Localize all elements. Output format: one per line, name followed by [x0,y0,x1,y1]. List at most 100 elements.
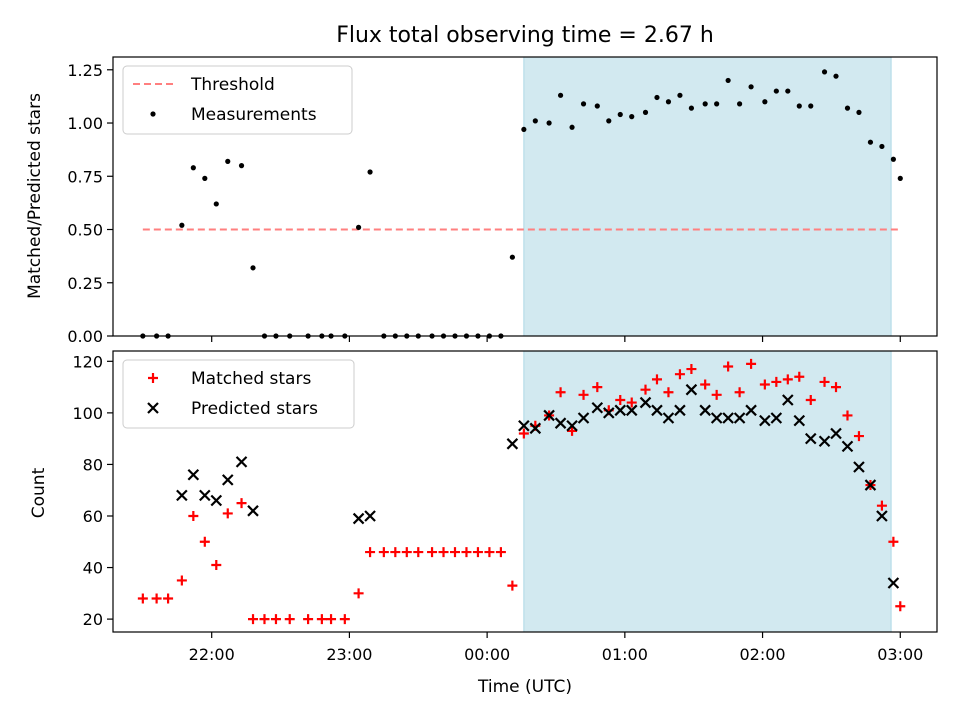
measurement-point [509,254,515,260]
predicted-star-point [529,422,542,435]
measurement-point [594,103,600,109]
x-axis-label: Time (UTC) [477,677,572,697]
predicted-star-point [247,505,259,517]
predicted-star-point [887,577,900,589]
matched-star-point [674,369,685,380]
y-tick-label: 0.75 [67,167,103,186]
predicted-star-point [221,474,234,486]
measurement-point [821,69,828,75]
measurement-point [808,103,814,109]
matched-star-point [222,508,233,519]
legend-label: Measurements [191,105,317,125]
x-tick-label: 02:00 [740,645,786,664]
matched-star-point [461,547,472,558]
matched-star-point [555,387,566,398]
matched-star-point [449,547,460,558]
matched-star-point [615,394,626,405]
predicted-star-point [210,494,223,507]
x-tick-label: 23:00 [326,645,372,664]
matched-star-point [507,580,518,591]
bottom-y-axis-label: Count [29,467,49,518]
matched-star-point [176,575,187,586]
predicted-star-point [818,435,831,448]
predicted-star-point [543,409,555,422]
predicted-star-point [566,419,578,432]
matched-star-point [746,358,757,369]
predicted-star-point [506,438,519,450]
matched-star-point [819,376,830,387]
matched-star-point [663,387,674,398]
y-tick-label: 60 [83,507,103,526]
matched-star-point [578,389,589,400]
predicted-star-point [804,432,817,445]
predicted-star-point [699,404,711,417]
matched-star-point [518,428,529,439]
predicted-star-point [235,456,248,468]
matched-star-point [390,547,401,558]
predicted-star-point [577,412,590,424]
y-tick-label: 1.00 [67,114,103,133]
matched-star-point [831,382,842,393]
matched-star-point [353,588,364,599]
x-tick-label: 03:00 [877,645,923,664]
predicted-star-point [662,412,675,424]
bottom-panel: 20 40 60 80 100 120 22:00 23:00 00:00 01:00 02:00 0… [72,350,938,664]
matched-star-point [876,500,887,511]
axes-frame [112,350,938,633]
measurement-point [532,118,538,124]
predicted-star-point [199,489,211,502]
measurement-point [773,88,779,94]
measurement-point [702,101,708,107]
predicted-star-point [591,401,604,414]
measurement-point [355,224,362,230]
matched-star-point [484,547,495,558]
matched-star-point [365,547,376,558]
legend-label: Predicted stars [191,399,318,419]
measurement-point [665,99,672,105]
matched-star-point [567,425,578,436]
measurement-point [367,169,373,175]
y-tick-label: 0.00 [67,327,103,346]
matched-star-point [163,593,174,604]
predicted-star-point [554,417,567,429]
predicted-star-point [518,419,530,432]
predicted-star-point [364,510,376,522]
measurement-point [606,118,612,124]
matched-star-point [438,547,449,558]
legend-matched-swatch [148,373,158,383]
observing-window-band [523,56,892,337]
matched-star-point [316,614,327,625]
measurement-point [225,158,231,164]
measurement-point [897,175,903,181]
measurement-point [190,165,196,171]
matched-star-point [651,374,662,385]
legend-predicted-swatch [147,402,159,414]
predicted-star-point [710,412,723,424]
chart-title: Flux total observing time = 2.67 h [336,23,714,48]
measurement-point [762,99,768,105]
measurement-point [737,101,743,107]
observing-window-band [523,350,892,633]
matched-star-point [794,371,805,382]
measurement-point [785,88,791,94]
measurement-point [856,109,862,115]
measurement-point [677,92,683,98]
measurement-point [796,103,802,109]
matched-star-point [259,614,270,625]
matched-star-point [211,559,222,570]
measurement-point [557,92,564,98]
legend-box [122,65,353,135]
top-y-axis-label: Matched/Predicted stars [25,93,45,299]
matched-star-point [270,614,281,625]
matched-star-point [782,374,793,385]
matched-star-point [700,379,711,390]
y-tick-label: 1.25 [67,61,103,80]
predicted-star-point [876,510,888,522]
matched-star-point [137,593,148,604]
matched-star-point [413,547,424,558]
matched-star-point [640,384,651,395]
measurement-point [238,163,245,169]
measurement-point [654,94,660,101]
matched-star-point [686,364,697,375]
